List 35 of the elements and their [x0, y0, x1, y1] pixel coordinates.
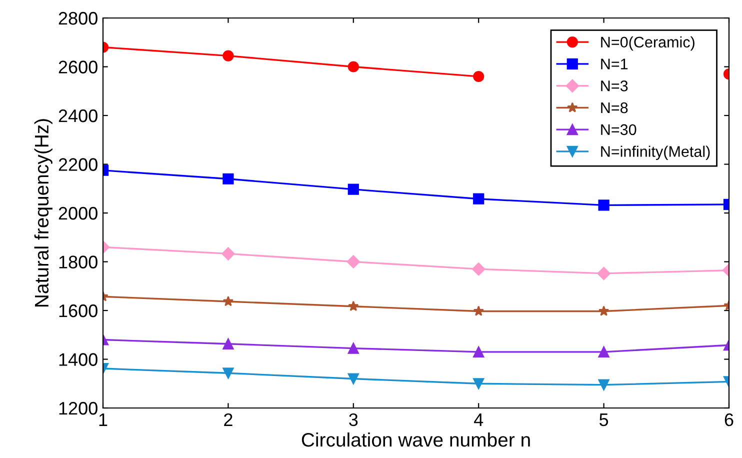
x-tick-label: 6 — [724, 413, 734, 426]
y-tick-label: 2400 — [58, 109, 98, 122]
point — [348, 342, 359, 354]
point — [348, 61, 359, 72]
x-tick-label: 1 — [99, 414, 108, 426]
y-tick-label: 1800 — [59, 256, 98, 268]
y-tick-label: 2200 — [58, 158, 98, 171]
y-tick-label: 1200 — [59, 402, 98, 415]
point — [473, 346, 484, 358]
y-tick-label: 2800 — [58, 12, 98, 25]
x-tick-label: 2 — [224, 413, 232, 426]
x-tick-label: 5 — [600, 414, 608, 426]
x-tick-label: 3 — [349, 413, 358, 426]
legend-label: N=30 — [601, 124, 636, 136]
point — [346, 255, 360, 268]
y-axis-title: Natural frequency(Hz) — [34, 119, 52, 306]
point — [473, 193, 484, 204]
legend-label: N=3 — [601, 80, 628, 92]
y-tick-label: 2600 — [58, 60, 98, 74]
x-tick-label: 4 — [474, 414, 484, 426]
y-tick-label: 1400 — [59, 353, 98, 366]
legend-label: N=infinity(Metal) — [601, 146, 710, 160]
point — [348, 373, 359, 384]
legend-label: N=8 — [601, 102, 628, 114]
point — [473, 378, 484, 390]
point — [473, 70, 484, 82]
point — [348, 300, 359, 311]
point — [472, 262, 486, 276]
legend-label: N=0(Ceramic) — [601, 36, 694, 51]
point — [473, 306, 484, 316]
point — [348, 184, 359, 195]
y-tick-label: 2000 — [58, 206, 98, 220]
y-tick-label: 1600 — [59, 304, 98, 318]
legend-label: N=1 — [601, 58, 628, 70]
x-axis-title: Circulation wave number n — [302, 432, 530, 447]
